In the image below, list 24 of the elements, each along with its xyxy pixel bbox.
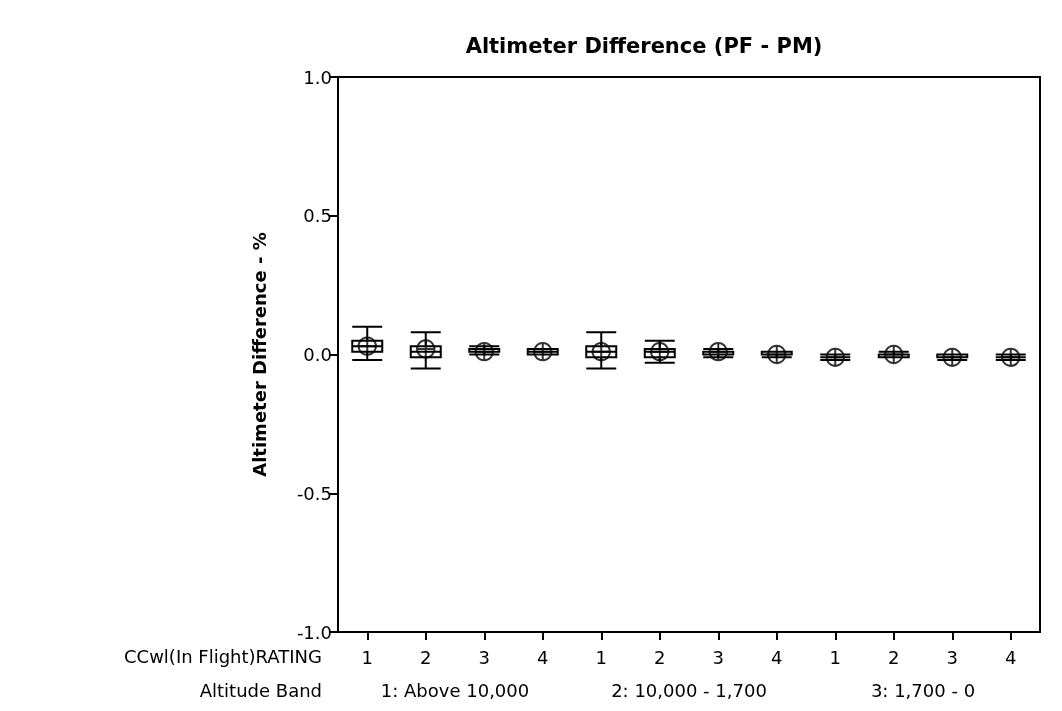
y-tick-label: -1.0 [296, 621, 332, 643]
x-tick-label: 4 [771, 646, 783, 668]
x-tick-label: 2 [888, 646, 900, 668]
x-tick-label: 2 [420, 646, 432, 668]
y-axis-title: Altimeter Difference - % [248, 232, 270, 477]
x-tick-label: 4 [537, 646, 549, 668]
x-tick-label: 1 [361, 646, 373, 668]
text: CCwl(In Flight)RATING [124, 645, 322, 667]
text: 2: 10,000 - 1,700 [611, 679, 767, 701]
text: 1: Above 10,000 [380, 679, 530, 701]
x-tick-label: 4 [1005, 646, 1017, 668]
y-tick-label: -0.5 [296, 482, 332, 504]
x-tick-label: 3 [946, 646, 958, 668]
x-tick-label: 2 [654, 646, 666, 668]
text: 3: 1,700 - 0 [870, 679, 976, 701]
x-tick-label: 1 [595, 646, 607, 668]
x-tick-label: 3 [712, 646, 724, 668]
chart-title: Altimeter Difference (PF - PM) [465, 33, 823, 58]
text: Altitude Band [199, 679, 322, 701]
y-tick-label: 1.0 [303, 66, 332, 88]
x-tick-label: 3 [478, 646, 490, 668]
y-tick-label: 0.0 [303, 344, 332, 365]
y-tick-label: 0.5 [303, 205, 332, 227]
x-tick-label: 1 [829, 646, 841, 668]
